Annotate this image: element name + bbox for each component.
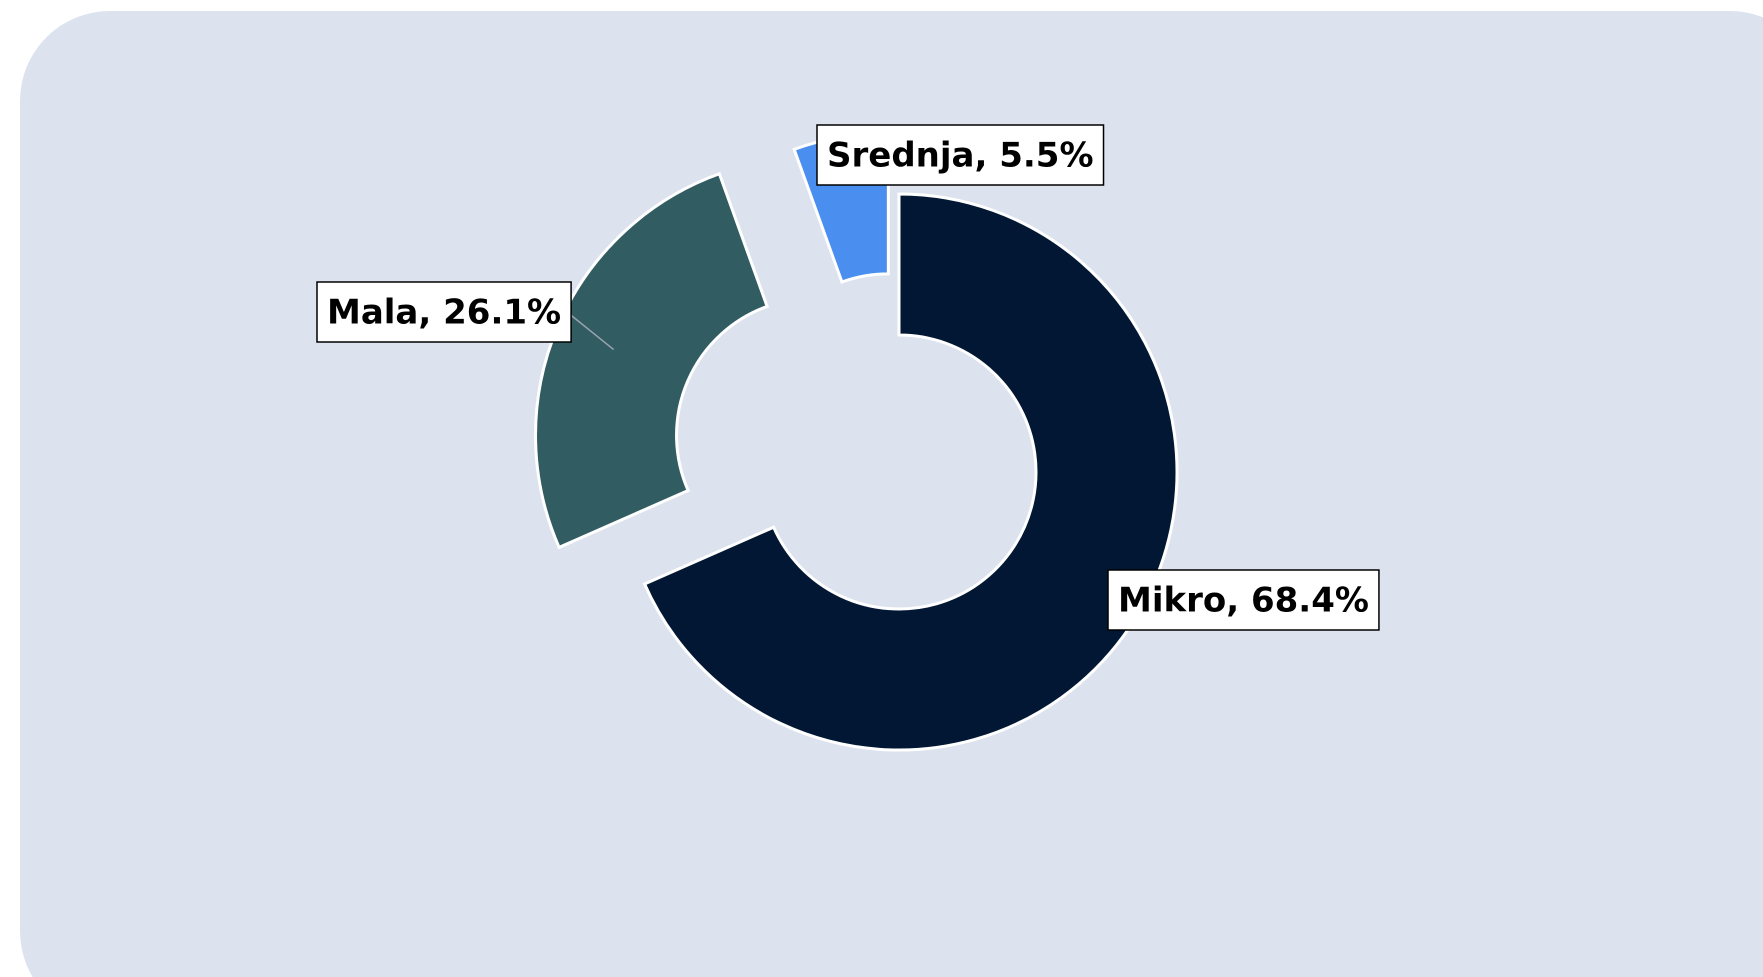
donut-slice — [642, 192, 1179, 752]
donut-slice — [534, 171, 770, 550]
data-label-box — [316, 281, 572, 343]
data-label: Srednja, 5.5% — [827, 136, 1094, 176]
data-label-box — [1107, 569, 1380, 631]
leader-line — [566, 311, 615, 351]
data-label: Mala, 26.1% — [327, 293, 561, 333]
data-label-box — [816, 124, 1105, 186]
data-label: Mikro, 68.4% — [1118, 581, 1369, 621]
chart-background — [20, 11, 1763, 977]
